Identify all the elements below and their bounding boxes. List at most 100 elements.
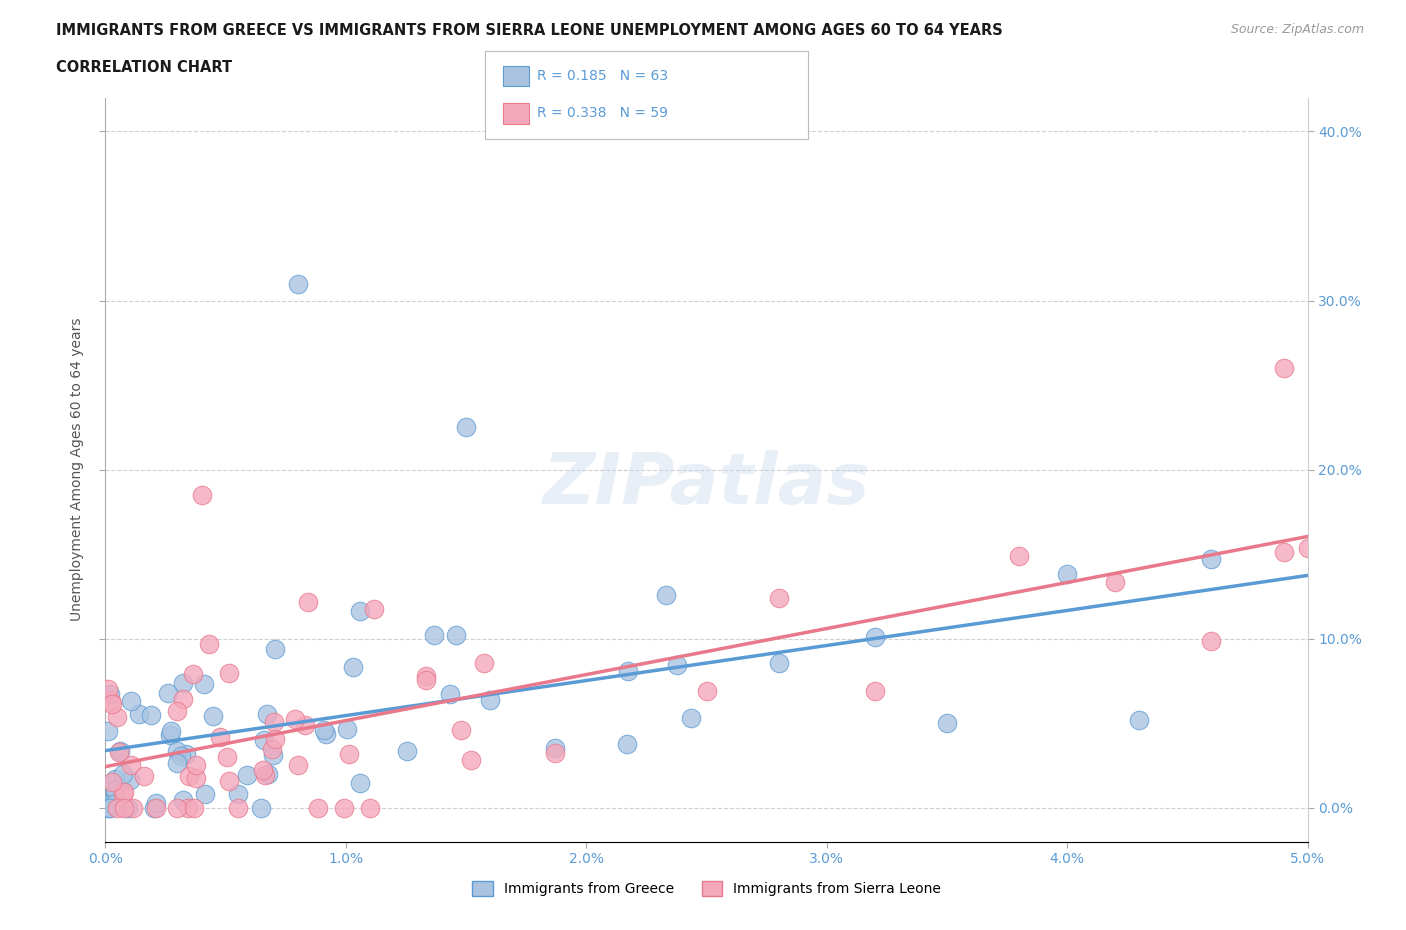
Point — [666, 658, 689, 672]
Point — [472, 656, 495, 671]
Point — [396, 743, 419, 758]
Point — [218, 666, 240, 681]
Point — [174, 747, 197, 762]
Point — [104, 784, 127, 799]
Point — [184, 758, 207, 773]
Point — [145, 801, 167, 816]
Point — [287, 757, 309, 772]
Point — [1104, 575, 1126, 590]
Point — [110, 743, 132, 758]
Point — [349, 776, 371, 790]
Point — [172, 675, 194, 690]
Point — [209, 730, 232, 745]
Point — [103, 796, 125, 811]
Point — [349, 603, 371, 618]
Point — [336, 721, 359, 736]
Point — [936, 715, 959, 730]
Point — [249, 801, 271, 816]
Point — [166, 756, 188, 771]
Text: R = 0.185   N = 63: R = 0.185 N = 63 — [537, 69, 668, 84]
Point — [97, 682, 120, 697]
Point — [111, 787, 134, 802]
Point — [253, 733, 276, 748]
Point — [217, 750, 239, 764]
Point — [166, 703, 188, 718]
Point — [97, 724, 120, 738]
Point — [415, 669, 437, 684]
Point — [169, 749, 191, 764]
Point — [655, 588, 678, 603]
Point — [478, 693, 501, 708]
Point — [681, 711, 703, 725]
Point — [415, 672, 437, 687]
Point — [226, 801, 249, 816]
Point — [142, 801, 165, 816]
Point — [97, 796, 120, 811]
Point — [342, 659, 364, 674]
Point — [439, 687, 461, 702]
Point — [297, 595, 319, 610]
Point — [177, 768, 200, 783]
Point — [193, 677, 215, 692]
Point — [446, 627, 468, 642]
Point — [184, 770, 207, 785]
Point — [120, 758, 142, 773]
Point — [1201, 633, 1223, 648]
Point — [696, 684, 718, 698]
Point — [183, 801, 205, 816]
Point — [252, 763, 274, 777]
Point — [423, 627, 446, 642]
Text: CORRELATION CHART: CORRELATION CHART — [56, 60, 232, 75]
Point — [260, 741, 283, 756]
Point — [145, 795, 167, 810]
Point — [139, 707, 162, 722]
Point — [218, 774, 240, 789]
Point — [156, 685, 179, 700]
Text: R = 0.338   N = 59: R = 0.338 N = 59 — [537, 106, 668, 121]
Point — [333, 801, 356, 816]
Text: IMMIGRANTS FROM GREECE VS IMMIGRANTS FROM SIERRA LEONE UNEMPLOYMENT AMONG AGES 6: IMMIGRANTS FROM GREECE VS IMMIGRANTS FRO… — [56, 23, 1002, 38]
Point — [312, 723, 335, 737]
Point — [543, 741, 565, 756]
Point — [1272, 545, 1295, 560]
Point — [108, 745, 131, 760]
Point — [253, 768, 276, 783]
Point — [863, 684, 886, 698]
Point — [98, 686, 121, 701]
Text: ZIPatlas: ZIPatlas — [543, 450, 870, 519]
Point — [454, 420, 477, 435]
Point — [201, 708, 224, 723]
Point — [1201, 551, 1223, 566]
Point — [1296, 540, 1319, 555]
Point — [122, 801, 145, 816]
Point — [166, 743, 188, 758]
Point — [263, 642, 285, 657]
Point — [262, 748, 284, 763]
Point — [359, 801, 381, 816]
Point — [159, 727, 181, 742]
Point — [181, 667, 204, 682]
Point — [263, 715, 285, 730]
Point — [107, 801, 129, 816]
Point — [460, 752, 482, 767]
Point — [1056, 566, 1078, 581]
Point — [98, 801, 121, 816]
Point — [263, 732, 285, 747]
Point — [101, 697, 124, 711]
Point — [226, 787, 249, 802]
Point — [363, 601, 385, 616]
Point — [117, 801, 139, 816]
Point — [256, 707, 278, 722]
Point — [544, 746, 567, 761]
Point — [104, 783, 127, 798]
Point — [235, 767, 257, 782]
Text: Source: ZipAtlas.com: Source: ZipAtlas.com — [1230, 23, 1364, 36]
Point — [190, 487, 212, 502]
Point — [1008, 548, 1031, 563]
Point — [114, 785, 136, 800]
Point — [768, 591, 790, 605]
Point — [128, 707, 150, 722]
Point — [315, 726, 337, 741]
Point — [112, 766, 135, 781]
Point — [1128, 713, 1150, 728]
